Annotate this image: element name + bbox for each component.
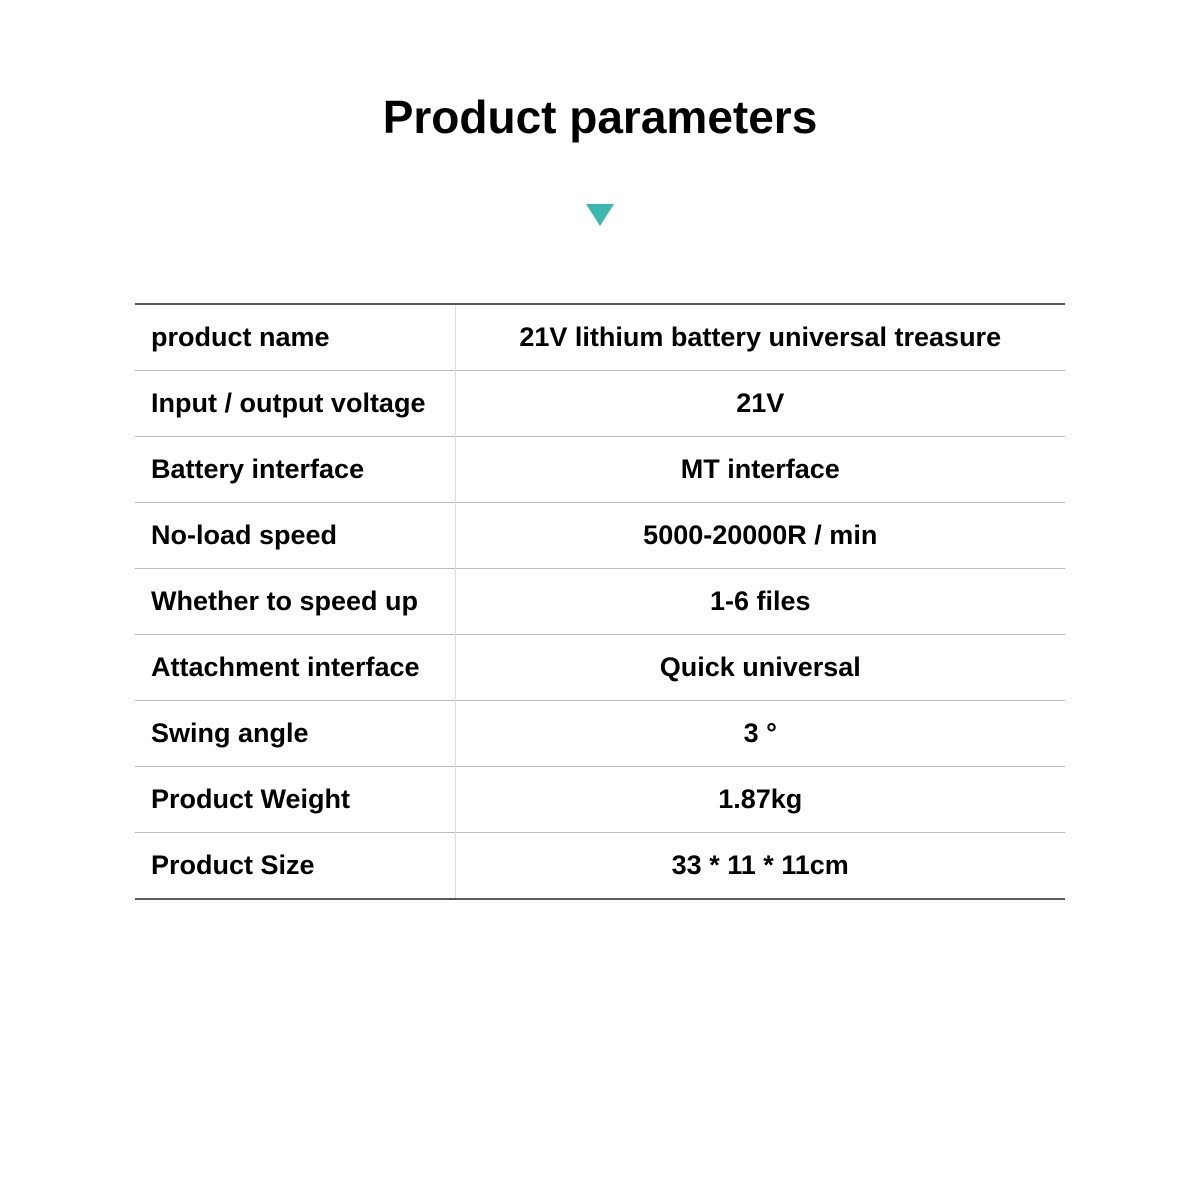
row-label: Swing angle [135,701,455,767]
page-container: Product parameters product name 21V lith… [0,0,1200,900]
row-label: Attachment interface [135,635,455,701]
page-title: Product parameters [0,90,1200,144]
row-value: 1.87kg [455,767,1065,833]
row-value: 21V lithium battery universal treasure [455,304,1065,371]
triangle-down-icon [586,204,614,226]
row-value: 3 ° [455,701,1065,767]
triangle-wrapper [0,204,1200,231]
row-value: 21V [455,371,1065,437]
table-row: Whether to speed up 1-6 files [135,569,1065,635]
row-value: Quick universal [455,635,1065,701]
table-row: Product Weight 1.87kg [135,767,1065,833]
table-row: product name 21V lithium battery univers… [135,304,1065,371]
table-row: Product Size 33 * 11 * 11cm [135,833,1065,900]
row-value: MT interface [455,437,1065,503]
row-label: product name [135,304,455,371]
parameters-table: product name 21V lithium battery univers… [135,303,1065,900]
row-label: Whether to speed up [135,569,455,635]
table-row: Battery interface MT interface [135,437,1065,503]
row-label: Product Size [135,833,455,900]
row-label: Battery interface [135,437,455,503]
table-row: Attachment interface Quick universal [135,635,1065,701]
table-row: Input / output voltage 21V [135,371,1065,437]
row-value: 1-6 files [455,569,1065,635]
row-label: Input / output voltage [135,371,455,437]
table-row: No-load speed 5000-20000R / min [135,503,1065,569]
row-label: No-load speed [135,503,455,569]
table-body: product name 21V lithium battery univers… [135,304,1065,899]
row-label: Product Weight [135,767,455,833]
row-value: 5000-20000R / min [455,503,1065,569]
table-row: Swing angle 3 ° [135,701,1065,767]
row-value: 33 * 11 * 11cm [455,833,1065,900]
